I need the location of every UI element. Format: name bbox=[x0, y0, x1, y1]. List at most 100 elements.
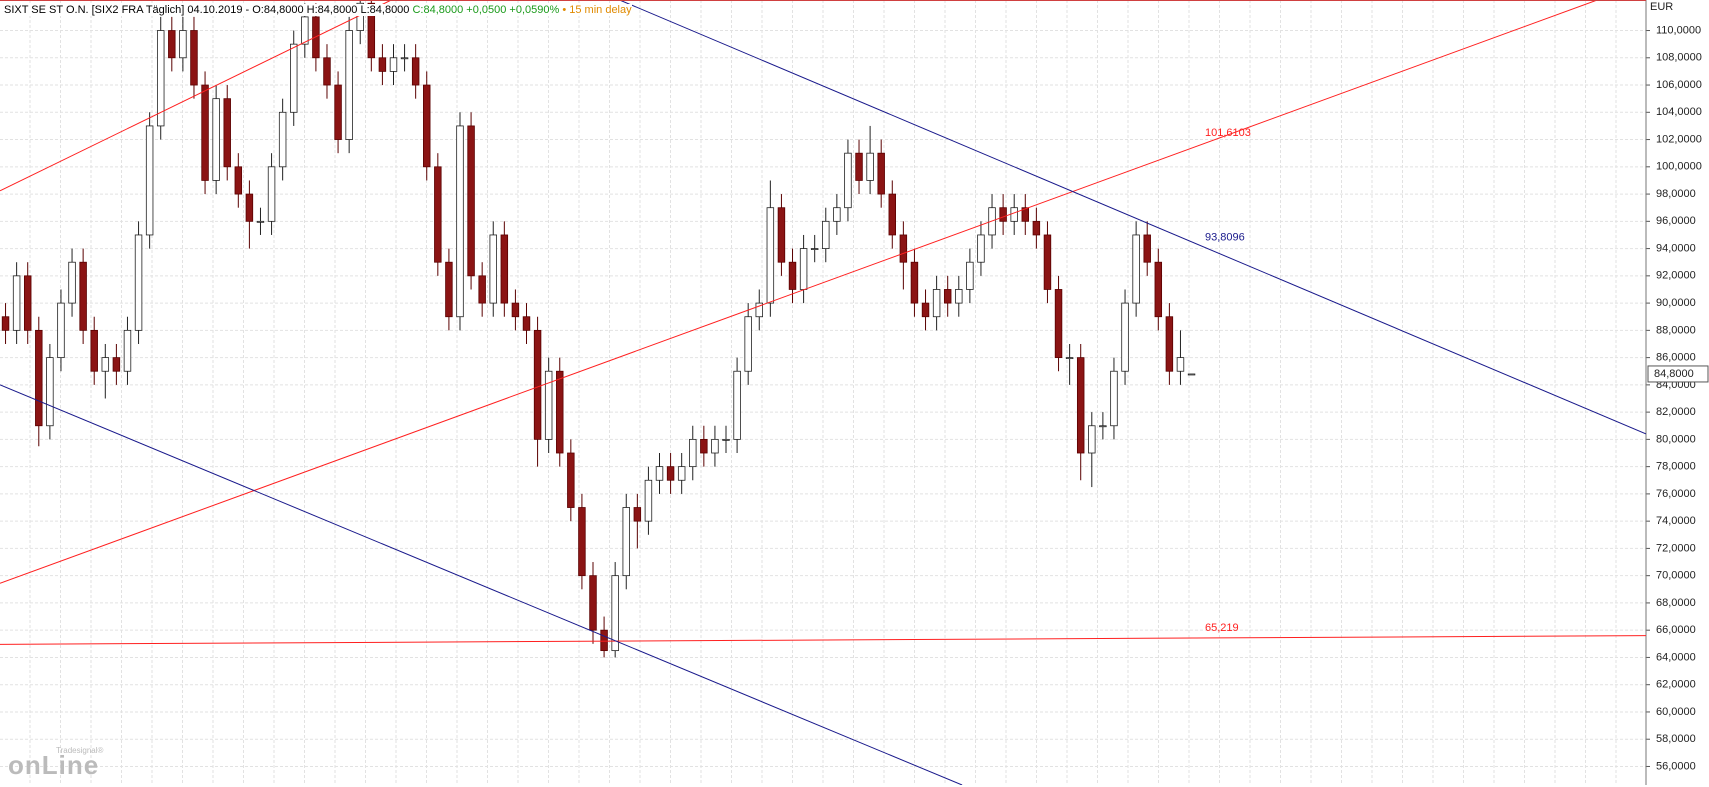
y-tick-label: 108,0000 bbox=[1656, 52, 1702, 64]
candle-body bbox=[234, 166, 243, 195]
candle-body bbox=[145, 125, 154, 236]
y-tick-label: 68,0000 bbox=[1656, 597, 1696, 609]
candle-body bbox=[1076, 357, 1085, 454]
y-tick-label: 96,0000 bbox=[1656, 215, 1696, 227]
logo-sub: Tradesignal® bbox=[56, 746, 104, 755]
candle-body bbox=[733, 370, 741, 440]
y-tick-label: 72,0000 bbox=[1656, 542, 1696, 554]
candle-body bbox=[533, 329, 542, 440]
candle-body bbox=[666, 466, 675, 481]
candle-body bbox=[1032, 220, 1041, 236]
candle-body bbox=[910, 261, 919, 304]
candle-body bbox=[112, 357, 121, 372]
candle-body bbox=[478, 275, 486, 304]
y-tick-label: 56,0000 bbox=[1656, 760, 1696, 772]
y-tick-label: 100,0000 bbox=[1656, 161, 1702, 173]
candle-body bbox=[556, 370, 564, 454]
candle-body bbox=[201, 84, 209, 181]
candle-body bbox=[367, 2, 376, 59]
candle-body bbox=[256, 220, 265, 223]
candle-body bbox=[567, 452, 575, 508]
candle-body bbox=[611, 575, 619, 652]
candle-body bbox=[1187, 373, 1196, 376]
candle-body bbox=[290, 43, 298, 113]
candle-body bbox=[600, 629, 608, 652]
last-price-label: 84,8000 bbox=[1654, 368, 1694, 380]
last-price-box bbox=[1647, 365, 1709, 383]
header: SIXT SE ST O.N. [SIX2 FRA Täglich] 04.10… bbox=[4, 4, 632, 16]
candle-body bbox=[1132, 234, 1140, 304]
candle-body bbox=[766, 207, 775, 304]
candle-body bbox=[467, 125, 475, 277]
candle-body bbox=[245, 193, 254, 222]
candle-body bbox=[389, 57, 398, 72]
candle-body bbox=[700, 438, 708, 454]
trend-line bbox=[0, 0, 392, 192]
y-tick-label: 66,0000 bbox=[1656, 624, 1696, 636]
candle-body bbox=[489, 234, 497, 304]
header-delay: • 15 min delay bbox=[562, 4, 632, 16]
candle-body bbox=[777, 207, 786, 263]
candle-body bbox=[977, 234, 985, 263]
candle-body bbox=[1154, 261, 1163, 318]
candle-body bbox=[23, 275, 32, 331]
candle-body bbox=[411, 57, 420, 86]
candle-body bbox=[123, 329, 132, 372]
candle-body bbox=[212, 98, 220, 181]
candle-body bbox=[68, 261, 76, 304]
candle-body bbox=[844, 152, 852, 209]
y-tick-label: 80,0000 bbox=[1656, 433, 1696, 445]
y-tick-label: 92,0000 bbox=[1656, 270, 1696, 282]
candle-body bbox=[168, 30, 176, 59]
candle-body bbox=[511, 302, 520, 318]
candle-body bbox=[1143, 234, 1151, 263]
candle-body bbox=[445, 261, 453, 318]
candle-body bbox=[888, 193, 897, 236]
candle-body bbox=[1121, 302, 1129, 372]
candle-body bbox=[966, 261, 974, 290]
candle-body bbox=[323, 57, 331, 86]
candle-body bbox=[57, 302, 65, 359]
y-tick-label: 60,0000 bbox=[1656, 706, 1696, 718]
candle-body bbox=[921, 302, 930, 318]
candle-body bbox=[79, 261, 87, 331]
y-tick-label: 62,0000 bbox=[1656, 679, 1696, 691]
candle-body bbox=[1088, 425, 1096, 454]
candle-body bbox=[689, 438, 697, 468]
candle-body bbox=[633, 507, 642, 522]
candle-body bbox=[456, 125, 464, 318]
y-tick-label: 78,0000 bbox=[1656, 461, 1696, 473]
candle-body bbox=[755, 302, 763, 318]
candle-body bbox=[1043, 234, 1052, 290]
y-tick-label: 82,0000 bbox=[1656, 406, 1696, 418]
candle-body bbox=[1176, 357, 1185, 372]
candle-body bbox=[1065, 357, 1074, 360]
candle-body bbox=[101, 357, 110, 372]
y-tick-label: 110,0000 bbox=[1656, 24, 1701, 36]
candle-body bbox=[722, 438, 730, 441]
candle-body bbox=[1010, 207, 1018, 222]
candle-body bbox=[877, 152, 885, 195]
candle-body bbox=[1021, 207, 1030, 222]
candle-body bbox=[788, 261, 797, 290]
candle-body bbox=[1054, 289, 1063, 359]
candle-body bbox=[677, 466, 686, 481]
y-tick-label: 106,0000 bbox=[1656, 79, 1702, 91]
candle-body bbox=[522, 316, 531, 331]
candle-body bbox=[822, 220, 830, 249]
y-tick-label: 90,0000 bbox=[1656, 297, 1696, 309]
y-tick-label: 86,0000 bbox=[1656, 352, 1696, 364]
candle-body bbox=[1165, 316, 1174, 372]
candle-body bbox=[544, 370, 553, 440]
y-tick-label: 94,0000 bbox=[1656, 242, 1696, 254]
header-symbol: SIXT SE ST O.N. [SIX2 FRA Täglich] 04.10… bbox=[4, 4, 410, 16]
trend-line bbox=[0, 0, 1598, 584]
candle-body bbox=[1, 316, 10, 331]
candle-body bbox=[1099, 425, 1107, 428]
candle-body bbox=[156, 30, 165, 127]
y-unit: EUR bbox=[1650, 1, 1673, 13]
candle-body bbox=[589, 575, 597, 631]
candle-body bbox=[334, 84, 342, 140]
candle-body bbox=[799, 248, 808, 290]
